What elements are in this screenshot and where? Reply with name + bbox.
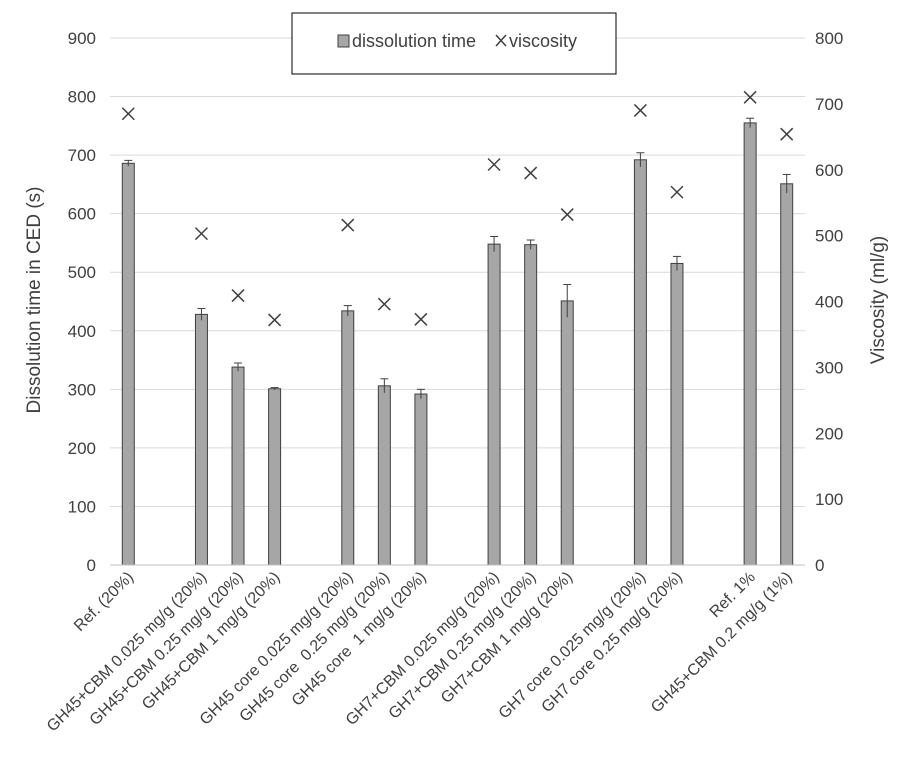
gridlines — [110, 37, 805, 507]
viscosity-marker — [231, 289, 245, 303]
viscosity-marker — [341, 218, 355, 232]
dissolution-bar — [743, 122, 757, 566]
dissolution-bar — [524, 244, 538, 566]
right-y-axis: 0 100 200 300 400 500 600 700 800 — [815, 29, 843, 575]
right-tick-label: 700 — [815, 95, 843, 114]
viscosity-marker — [487, 157, 501, 172]
viscosity-marker — [670, 185, 684, 199]
left-tick-label: 100 — [68, 497, 96, 516]
viscosity-marker — [780, 127, 794, 141]
dissolution-bar — [633, 159, 647, 566]
right-tick-label: 500 — [815, 227, 843, 246]
right-tick-label: 600 — [815, 161, 843, 180]
dissolution-bar — [194, 313, 208, 566]
viscosity-marker — [377, 297, 391, 311]
left-tick-label: 700 — [68, 146, 96, 165]
legend-swatch-bar — [337, 34, 350, 48]
viscosity-marker — [560, 208, 574, 222]
dissolution-bar — [268, 388, 282, 566]
dissolution-bar — [560, 300, 574, 566]
legend-label-dissolution: dissolution time — [352, 31, 476, 51]
category-label: Ref. (20%) — [71, 569, 137, 635]
dissolution-bar — [780, 183, 794, 566]
left-y-axis: 0 100 200 300 400 500 600 700 800 900 — [68, 29, 96, 575]
right-tick-label: 100 — [815, 490, 843, 509]
viscosity-series — [121, 90, 794, 327]
category-label: GH45+CBM 0.025 mg/g (20%) — [44, 569, 210, 735]
right-tick-label: 800 — [815, 29, 843, 48]
dissolution-bar — [121, 162, 135, 566]
left-tick-label: 600 — [68, 205, 96, 224]
legend-swatch-x — [495, 34, 507, 47]
viscosity-marker — [414, 312, 428, 326]
legend-label-viscosity: viscosity — [509, 31, 577, 51]
left-tick-label: 200 — [68, 439, 96, 458]
viscosity-marker — [194, 227, 208, 241]
dissolution-bar — [414, 393, 428, 566]
right-tick-label: 0 — [815, 556, 824, 575]
x-tick-labels: Ref. (20%)GH45+CBM 0.025 mg/g (20%)GH45+… — [44, 569, 796, 735]
dissolution-bar — [670, 262, 684, 566]
left-tick-label: 400 — [68, 322, 96, 341]
left-tick-label: 900 — [68, 29, 96, 48]
viscosity-marker — [743, 90, 757, 104]
left-tick-label: 300 — [68, 380, 96, 399]
dissolution-bar — [231, 366, 245, 566]
right-tick-label: 400 — [815, 293, 843, 312]
legend: dissolution time viscosity — [291, 12, 617, 75]
bar-series — [121, 117, 794, 566]
dissolution-bar — [377, 385, 391, 566]
viscosity-marker — [121, 107, 135, 121]
right-tick-label: 200 — [815, 424, 843, 443]
left-axis-title: Dissolution time in CED (s) — [24, 187, 45, 414]
right-tick-label: 300 — [815, 358, 843, 377]
viscosity-marker — [524, 166, 538, 180]
viscosity-marker — [633, 103, 647, 117]
dissolution-bar — [341, 310, 355, 566]
left-tick-label: 500 — [68, 263, 96, 282]
right-axis-title: Viscosity (ml/g) — [868, 236, 889, 364]
dissolution-bar — [487, 243, 501, 566]
left-tick-label: 0 — [87, 556, 96, 575]
left-tick-label: 800 — [68, 88, 96, 107]
viscosity-marker — [268, 313, 282, 327]
